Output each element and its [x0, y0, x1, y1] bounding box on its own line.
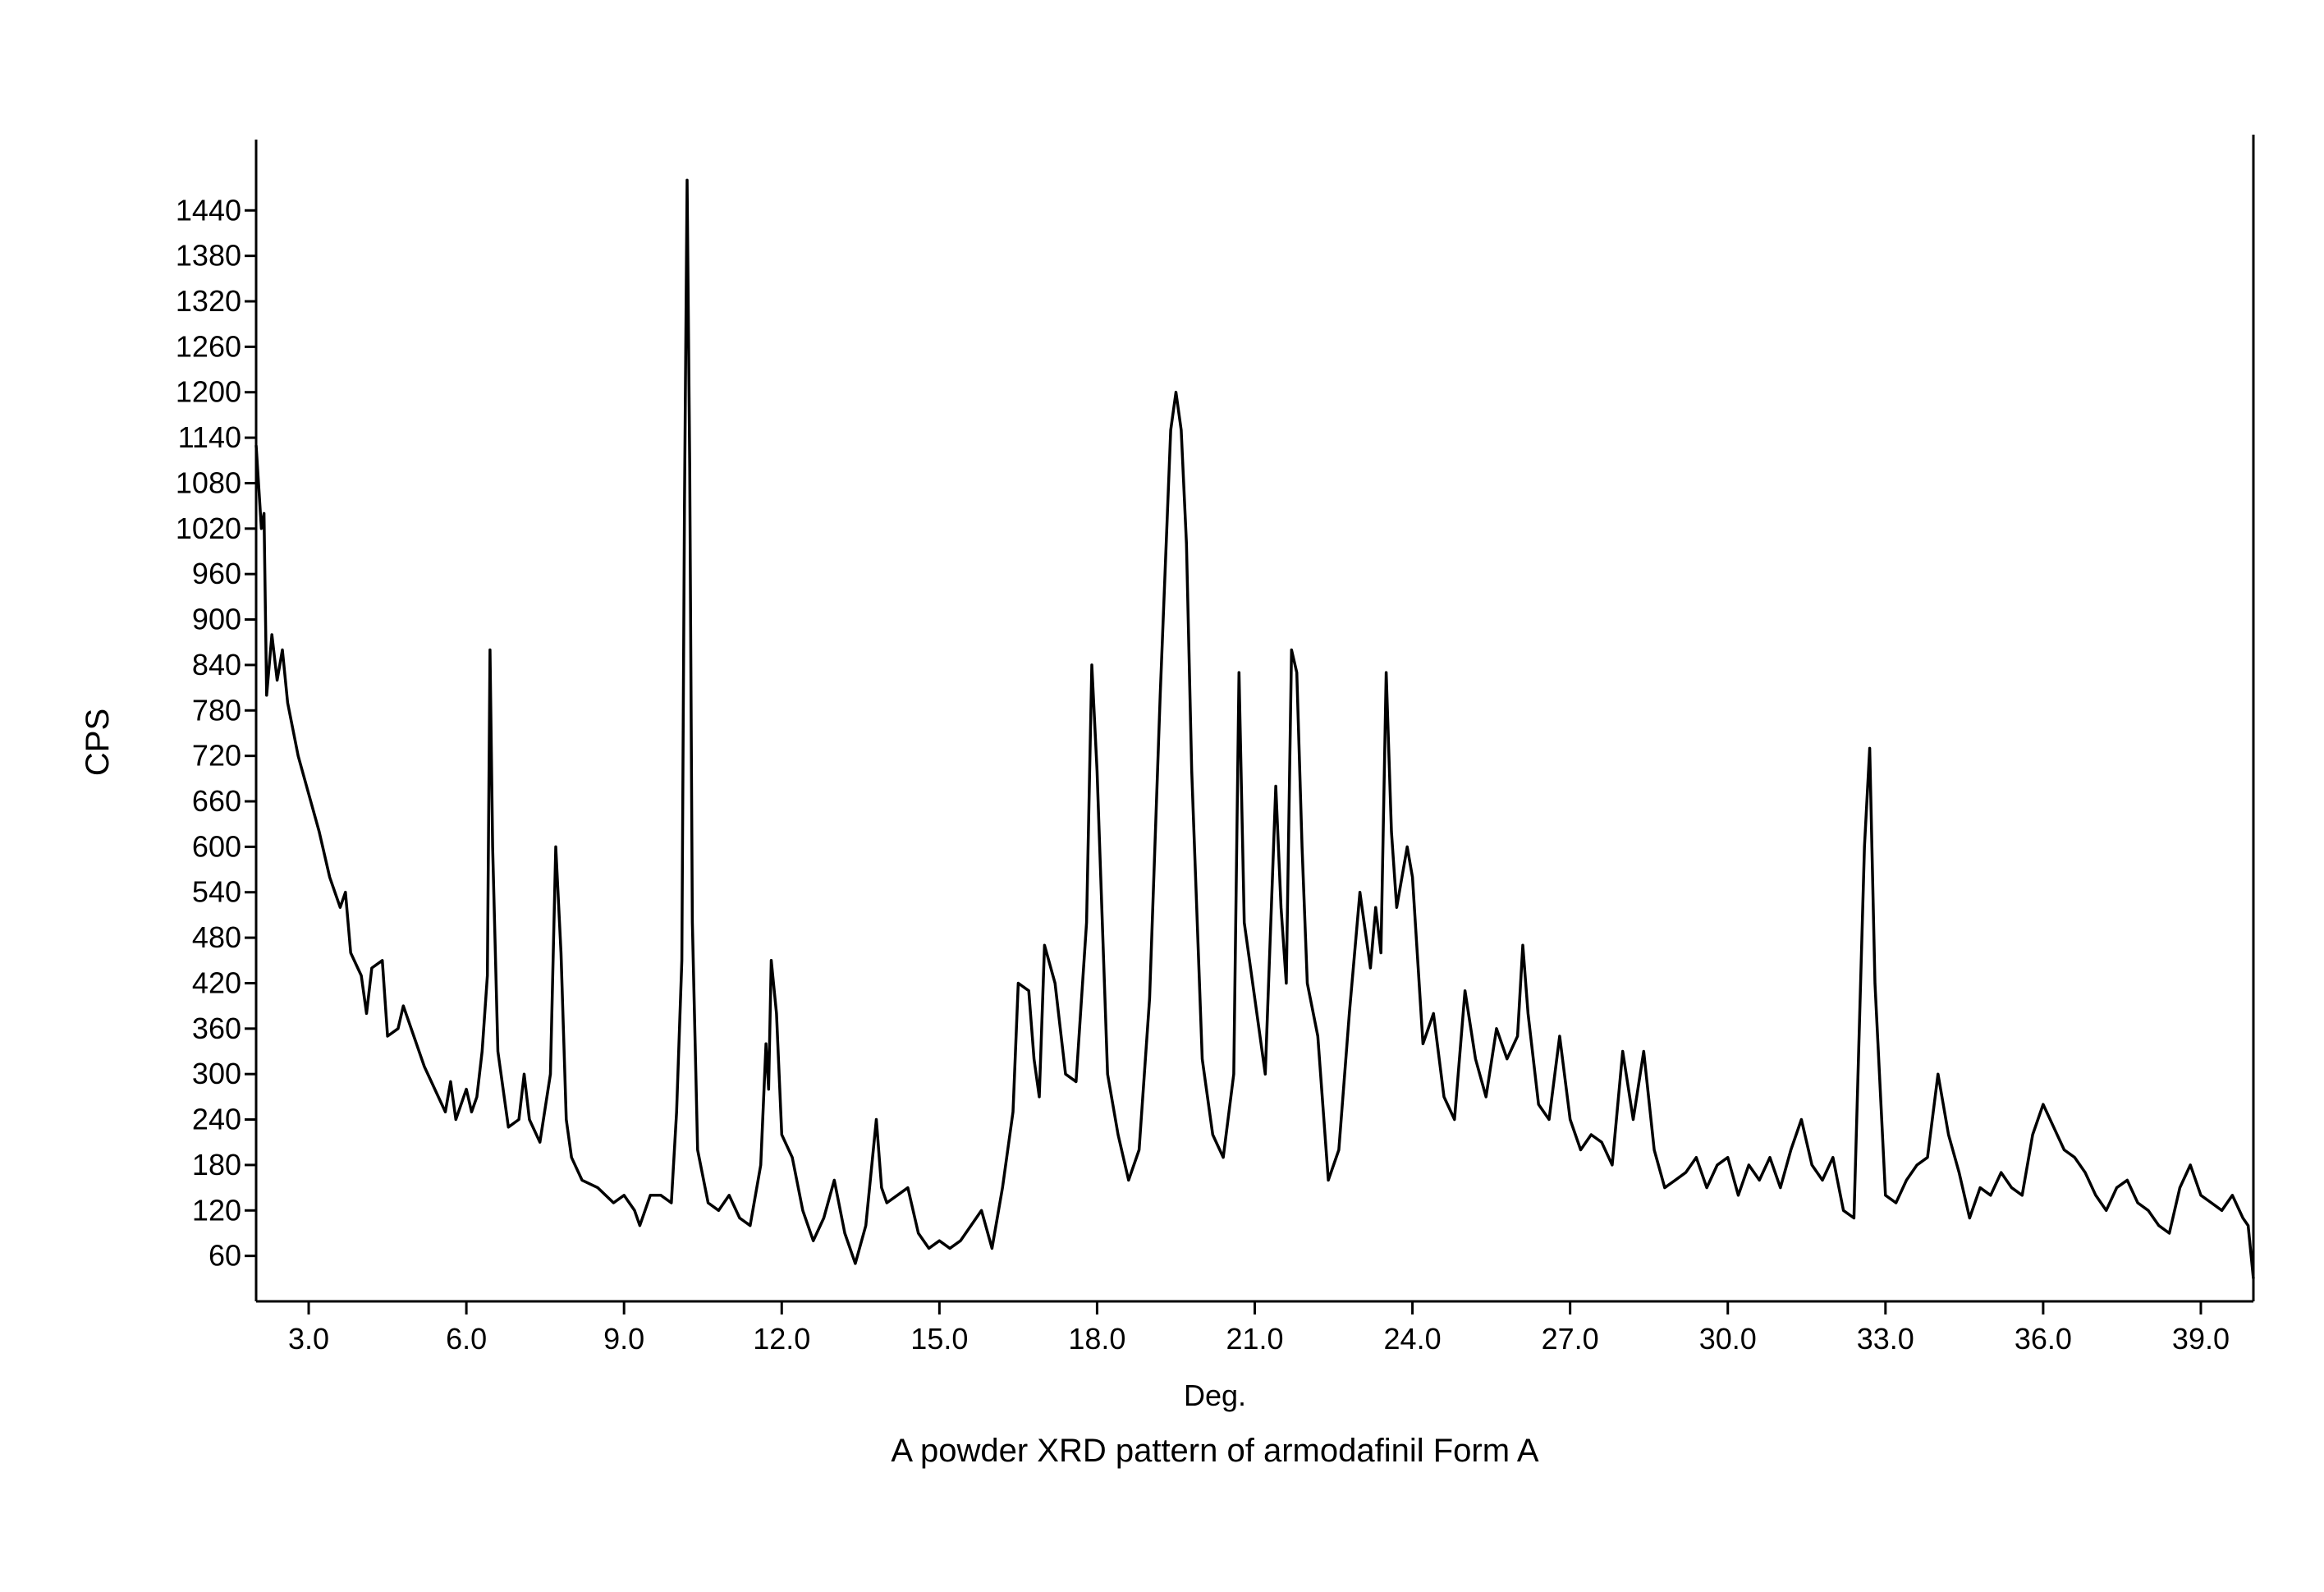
x-tick-label: 36.0 [2015, 1322, 2072, 1356]
y-tick-label: 900 [192, 603, 241, 636]
y-tick-label: 1440 [176, 193, 241, 227]
y-tick-label: 540 [192, 875, 241, 909]
y-tick-label: 60 [209, 1239, 241, 1273]
x-axis-label: Deg. [1184, 1379, 1246, 1412]
x-tick-label: 33.0 [1857, 1322, 1914, 1356]
y-axis-label: CPS [80, 709, 116, 776]
x-tick-label: 21.0 [1226, 1322, 1283, 1356]
y-tick-label: 360 [192, 1012, 241, 1045]
x-tick-label: 15.0 [910, 1322, 968, 1356]
x-tick-label: 24.0 [1384, 1322, 1442, 1356]
y-tick-label: 1140 [178, 420, 241, 454]
diffraction-line [254, 178, 2255, 1279]
y-tick-label: 1320 [176, 284, 241, 318]
x-tick-label: 9.0 [603, 1322, 644, 1356]
x-tick-label: 3.0 [288, 1322, 329, 1356]
x-tick-label: 39.0 [2172, 1322, 2230, 1356]
y-tick-label: 720 [192, 739, 241, 773]
y-tick-label: 1020 [176, 512, 241, 545]
y-tick-label: 300 [192, 1057, 241, 1090]
y-tick-label: 480 [192, 920, 241, 954]
x-tick-label: 12.0 [753, 1322, 810, 1356]
y-tick-label: 180 [192, 1148, 241, 1181]
y-tick-label: 1260 [176, 329, 241, 363]
y-tick-label: 1080 [176, 466, 241, 499]
y-tick-label: 420 [192, 966, 241, 999]
y-tick-label: 780 [192, 693, 241, 727]
x-tick-label: 30.0 [1699, 1322, 1757, 1356]
x-tick-label: 6.0 [446, 1322, 487, 1356]
y-tick-label: 1200 [176, 375, 241, 409]
x-tick-label: 27.0 [1542, 1322, 1599, 1356]
y-tick-label: 840 [192, 648, 241, 681]
x-tick-label: 18.0 [1068, 1322, 1125, 1356]
y-tick-label: 960 [192, 557, 241, 590]
y-tick-label: 120 [192, 1193, 241, 1227]
y-tick-label: 600 [192, 829, 241, 863]
y-tick-label: 1380 [176, 239, 241, 273]
y-tick-label: 660 [192, 784, 241, 818]
y-tick-label: 240 [192, 1103, 241, 1136]
chart-title: A powder XRD pattern of armodafinil Form… [891, 1433, 1539, 1469]
